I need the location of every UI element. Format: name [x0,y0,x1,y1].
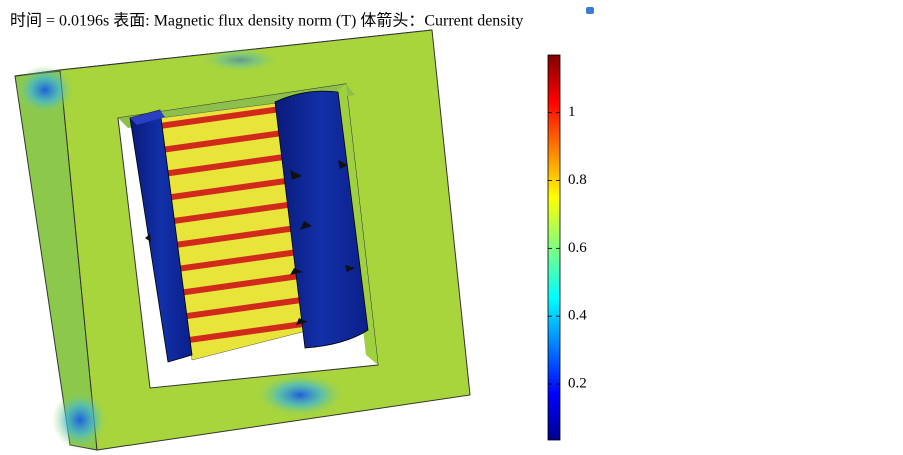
field-spot [200,48,280,72]
coil-right [274,90,369,349]
colorbar [547,54,561,441]
colorbar-tick-label: 0.2 [568,375,587,391]
colorbar-tick-label: 0.6 [568,240,587,256]
coil-left [129,109,193,363]
arrows [145,160,355,325]
colorbar-tick-label: 0.4 [568,308,587,324]
icon [586,7,594,14]
title: 时间 = 0.0196s 表面: Magnetic flux density n… [10,11,523,30]
field-spot [255,373,345,417]
coil-left-top [130,110,165,125]
colorbar-tick-label: 0.8 [568,172,587,188]
colorbar-tick-label: 1 [568,104,576,120]
field-spot [15,65,75,115]
field-spot [52,390,108,450]
